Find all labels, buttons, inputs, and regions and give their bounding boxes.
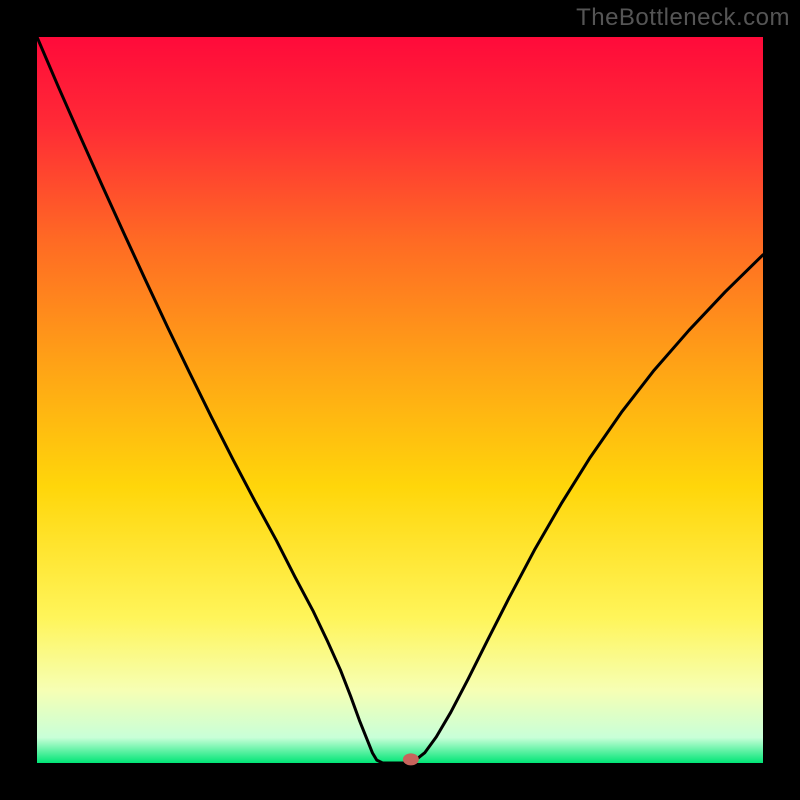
plot-area xyxy=(37,37,763,763)
optimal-point-marker xyxy=(403,753,419,765)
bottleneck-chart xyxy=(0,0,800,800)
source-watermark: TheBottleneck.com xyxy=(576,4,790,32)
